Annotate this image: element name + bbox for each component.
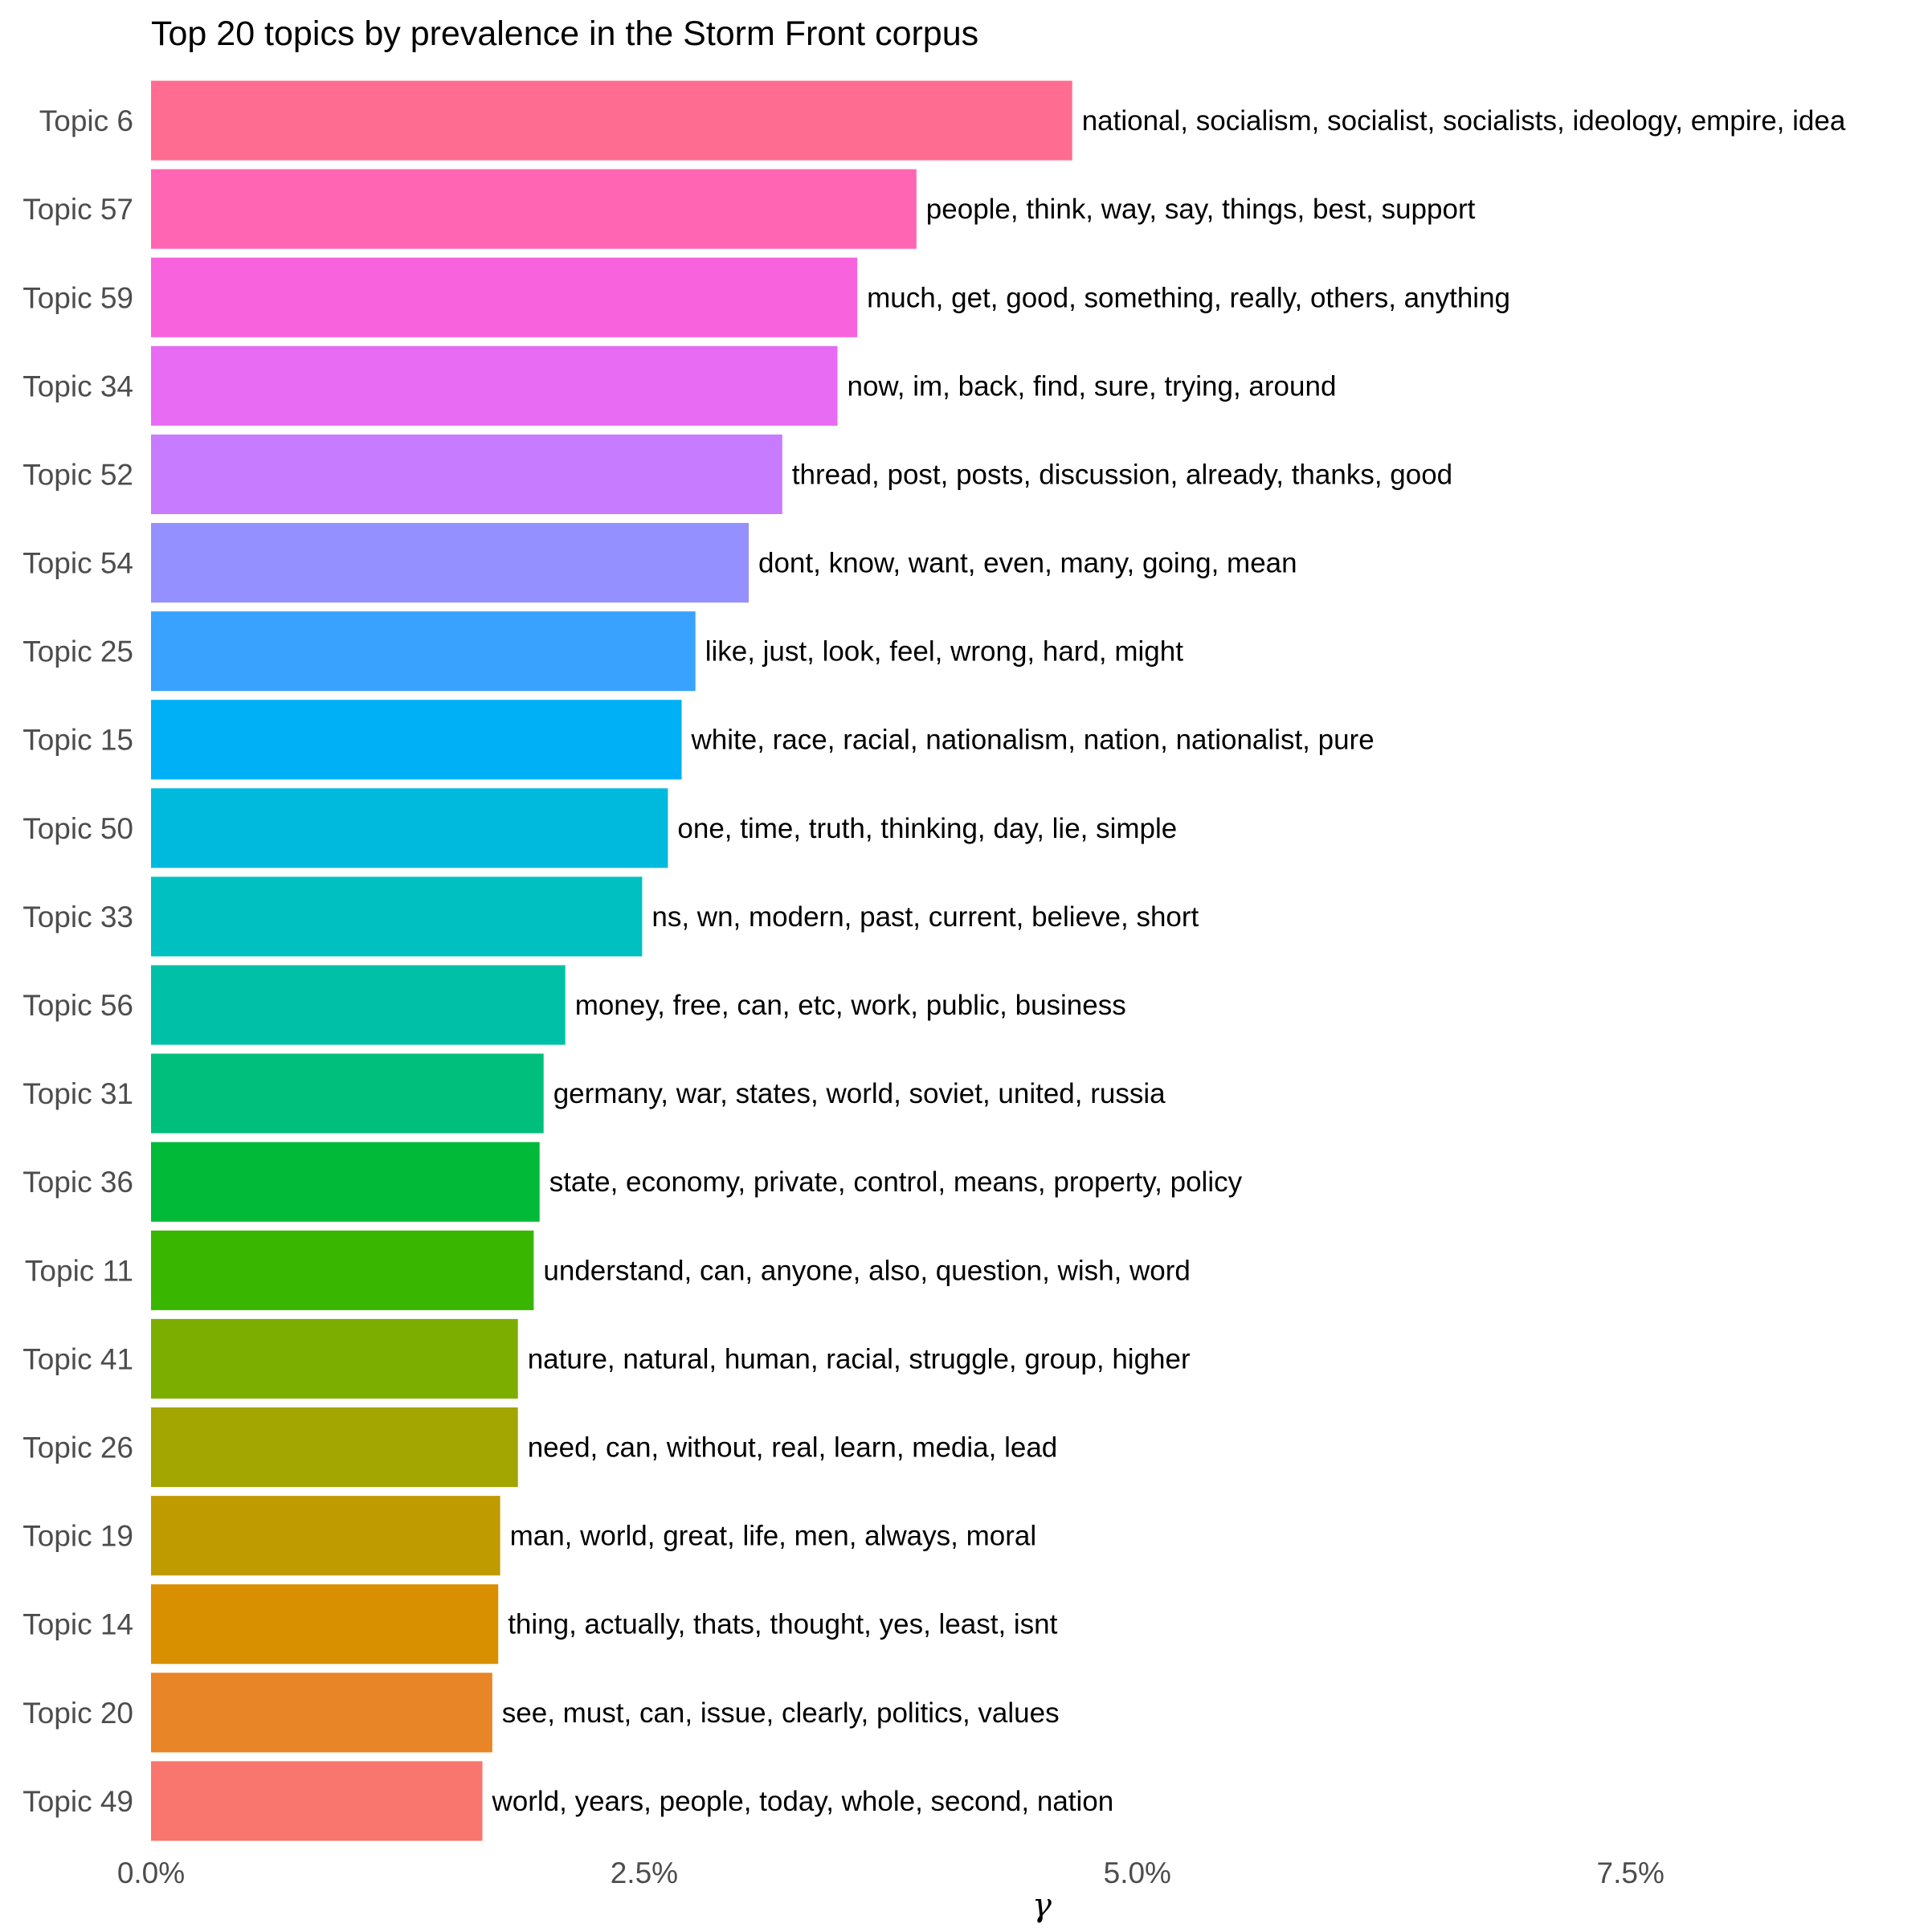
bar-topic-31 [151, 1053, 544, 1133]
bar-topic-41 [151, 1318, 518, 1399]
bar-topic-20 [151, 1673, 492, 1753]
chart-title: Top 20 topics by prevalence in the Storm… [151, 14, 978, 53]
bar-terms-label: see, must, can, issue, clearly, politics… [502, 1697, 1060, 1729]
category-label: Topic 50 [22, 812, 133, 845]
bar-topic-19 [151, 1496, 500, 1576]
bar-topic-26 [151, 1407, 518, 1488]
bar-terms-label: state, economy, private, control, means,… [549, 1166, 1243, 1198]
bar-topic-54 [151, 523, 749, 603]
bar-terms-label: world, years, people, today, whole, seco… [492, 1786, 1114, 1817]
bar-topic-34 [151, 345, 838, 426]
bar-topic-15 [151, 700, 682, 780]
bar-topic-56 [151, 965, 566, 1045]
x-tick-label: 2.5% [611, 1856, 678, 1889]
bar-topic-52 [151, 434, 782, 514]
bar-topic-36 [151, 1142, 540, 1222]
category-label: Topic 56 [22, 989, 133, 1022]
category-label: Topic 19 [22, 1520, 133, 1553]
bar-terms-label: now, im, back, find, sure, trying, aroun… [848, 370, 1337, 402]
bar-terms-label: money, free, can, etc, work, public, bus… [575, 990, 1126, 1021]
category-label: Topic 31 [22, 1077, 133, 1110]
bar-topic-25 [151, 611, 696, 692]
bar-terms-label: understand, can, anyone, also, question,… [543, 1255, 1191, 1286]
x-tick-label: 7.5% [1597, 1856, 1665, 1889]
bar-terms-label: national, socialism, socialist, socialis… [1082, 105, 1846, 137]
bar-topic-57 [151, 169, 917, 249]
bar-terms-label: germany, war, states, world, soviet, uni… [553, 1078, 1166, 1109]
bar-terms-label: much, get, good, something, really, othe… [867, 282, 1510, 313]
category-label: Topic 15 [22, 724, 133, 757]
category-label: Topic 49 [22, 1785, 133, 1818]
category-label: Topic 41 [22, 1342, 133, 1375]
bar-terms-label: thing, actually, thats, thought, yes, le… [508, 1609, 1057, 1640]
bar-terms-label: man, world, great, life, men, always, mo… [510, 1521, 1037, 1552]
bar-topic-14 [151, 1584, 499, 1664]
x-tick-label: 5.0% [1104, 1856, 1171, 1889]
x-tick-label: 0.0% [117, 1856, 185, 1889]
bar-topic-33 [151, 876, 643, 957]
category-label: Topic 14 [22, 1608, 133, 1641]
bar-terms-label: one, time, truth, thinking, day, lie, si… [677, 813, 1177, 844]
category-label: Topic 25 [22, 635, 133, 668]
bar-terms-label: like, just, look, feel, wrong, hard, mig… [705, 636, 1184, 668]
bars-layer: Topic 6 national, socialism, socialist, s… [22, 80, 1846, 1841]
category-label: Topic 11 [25, 1254, 133, 1287]
category-label: Topic 54 [22, 547, 133, 580]
category-label: Topic 36 [22, 1166, 133, 1199]
bar-terms-label: need, can, without, real, learn, media, … [528, 1432, 1058, 1464]
category-label: Topic 34 [22, 370, 133, 402]
bar-topic-6 [151, 80, 1072, 161]
bar-terms-label: thread, post, posts, discussion, already… [792, 459, 1452, 490]
x-axis-title: γ [1032, 1887, 1052, 1924]
x-axis-ticks: 0.0% 2.5% 5.0% 7.5% [117, 1856, 1665, 1889]
category-label: Topic 26 [22, 1432, 133, 1464]
category-label: Topic 59 [22, 281, 133, 314]
category-label: Topic 57 [22, 193, 133, 226]
bar-terms-label: ns, wn, modern, past, current, believe, … [652, 901, 1199, 933]
category-label: Topic 33 [22, 901, 133, 933]
category-label: Topic 52 [22, 458, 133, 491]
bar-topic-11 [151, 1230, 534, 1310]
bar-terms-label: people, think, way, say, things, best, s… [926, 194, 1476, 225]
bar-topic-59 [151, 257, 858, 337]
category-label: Topic 6 [39, 104, 133, 137]
bar-terms-label: dont, know, want, even, many, going, mea… [758, 548, 1297, 579]
category-label: Topic 20 [22, 1697, 133, 1730]
bar-topic-50 [151, 788, 668, 868]
bar-terms-label: white, race, racial, nationalism, nation… [691, 725, 1375, 756]
bar-topic-49 [151, 1761, 483, 1841]
bar-terms-label: nature, natural, human, racial, struggle… [528, 1343, 1191, 1374]
